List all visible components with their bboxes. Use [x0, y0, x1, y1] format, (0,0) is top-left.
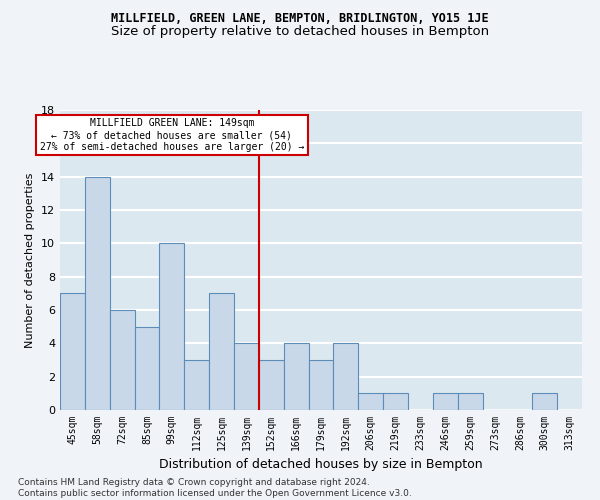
- Bar: [160, 244, 184, 410]
- Text: MILLFIELD, GREEN LANE, BEMPTON, BRIDLINGTON, YO15 1JE: MILLFIELD, GREEN LANE, BEMPTON, BRIDLING…: [111, 12, 489, 26]
- Text: MILLFIELD GREEN LANE: 149sqm
← 73% of detached houses are smaller (54)
27% of se: MILLFIELD GREEN LANE: 149sqm ← 73% of de…: [40, 118, 304, 152]
- Bar: [184, 360, 209, 410]
- Bar: [532, 394, 557, 410]
- Text: Contains HM Land Registry data © Crown copyright and database right 2024.
Contai: Contains HM Land Registry data © Crown c…: [18, 478, 412, 498]
- Bar: [433, 394, 458, 410]
- X-axis label: Distribution of detached houses by size in Bempton: Distribution of detached houses by size …: [159, 458, 483, 471]
- Bar: [209, 294, 234, 410]
- Bar: [110, 310, 134, 410]
- Bar: [358, 394, 383, 410]
- Bar: [259, 360, 284, 410]
- Bar: [85, 176, 110, 410]
- Bar: [458, 394, 482, 410]
- Y-axis label: Number of detached properties: Number of detached properties: [25, 172, 35, 348]
- Text: Size of property relative to detached houses in Bempton: Size of property relative to detached ho…: [111, 25, 489, 38]
- Bar: [234, 344, 259, 410]
- Bar: [383, 394, 408, 410]
- Bar: [308, 360, 334, 410]
- Bar: [334, 344, 358, 410]
- Bar: [284, 344, 308, 410]
- Bar: [134, 326, 160, 410]
- Bar: [60, 294, 85, 410]
